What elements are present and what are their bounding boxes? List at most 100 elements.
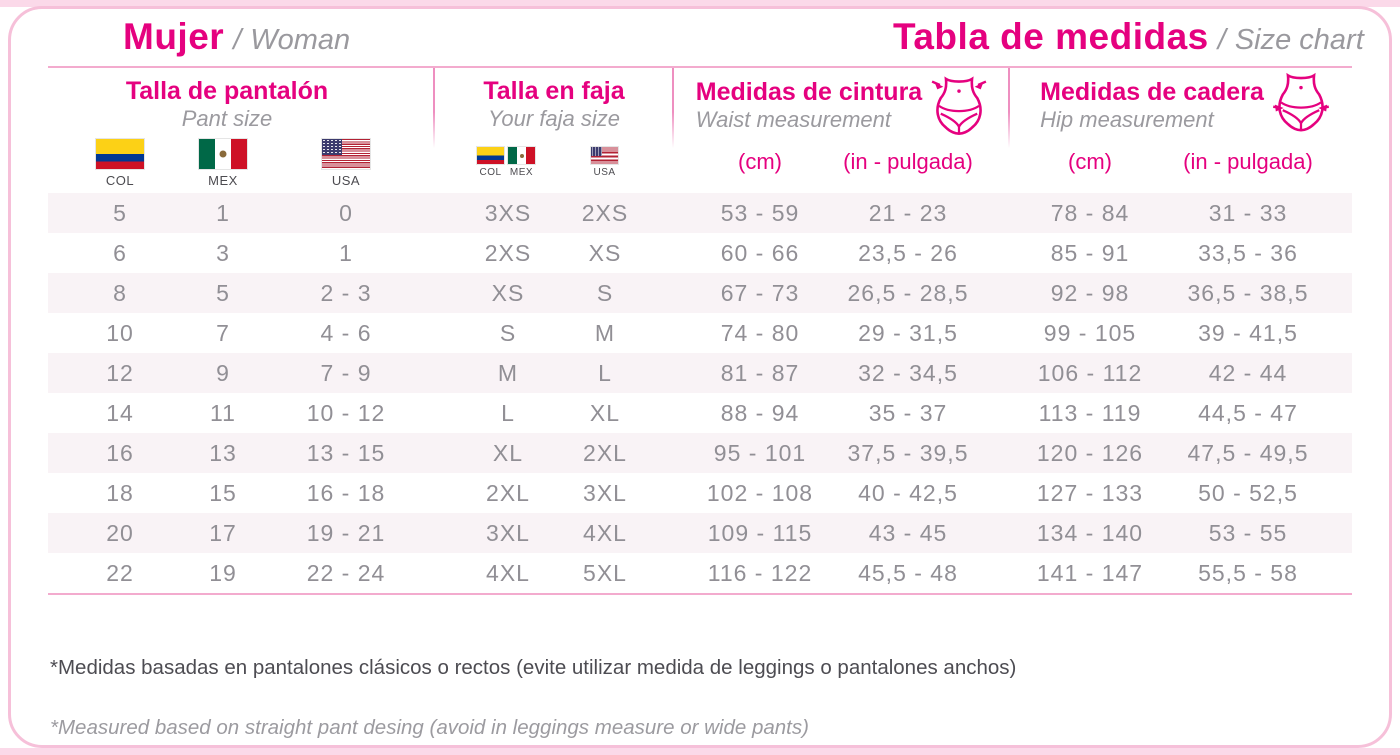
title-size-chart-separator: / xyxy=(1217,24,1226,56)
waist-title: Medidas de cintura xyxy=(695,78,923,106)
flag-label-mex: MEX xyxy=(208,173,238,188)
faja-size-subtitle: Your faja size xyxy=(487,106,621,131)
bottom-edge-band xyxy=(0,748,1400,755)
cell-faja-usa: 4XL xyxy=(583,520,627,546)
cell-faja-col-mex: XS xyxy=(491,280,525,306)
cell-pant-mex: 11 xyxy=(210,400,236,426)
footnote-en-measure: *Measured based on straight pant desing … xyxy=(50,716,809,740)
table-row: 20 17 19 - 21 3XL 4XL 109 - 115 43 - 45 134 - 1… xyxy=(0,513,1400,553)
cell-pant-mex: 17 xyxy=(209,520,237,546)
cell-waist-cm: 88 - 94 xyxy=(720,400,800,426)
cell-hip-cm: 120 - 126 xyxy=(1036,440,1144,466)
cell-pant-usa: 19 - 21 xyxy=(306,520,386,546)
cell-waist-in: 29 - 31,5 xyxy=(858,320,958,346)
title-size-chart-sub: Size chart xyxy=(1234,24,1364,56)
cell-pant-usa: 0 xyxy=(339,200,353,226)
section-header-pant-size: Talla de pantalón Pant size xyxy=(95,76,359,132)
divider-faja-waist xyxy=(672,68,674,148)
cell-hip-cm: 78 - 84 xyxy=(1050,200,1130,226)
top-edge-band xyxy=(0,0,1400,7)
header-rule xyxy=(48,66,1352,68)
cell-faja-usa: 2XL xyxy=(583,440,627,466)
cell-waist-cm: 67 - 73 xyxy=(720,280,800,306)
cell-pant-usa: 4 - 6 xyxy=(320,320,372,346)
table-row: 16 13 13 - 15 XL 2XL 95 - 101 37,5 - 39,5 120 -… xyxy=(0,433,1400,473)
cell-waist-cm: 74 - 80 xyxy=(720,320,800,346)
table-row: 18 15 16 - 18 2XL 3XL 102 - 108 40 - 42,5 127 -… xyxy=(0,473,1400,513)
faja-flag-label-usa: USA xyxy=(593,167,616,178)
cell-hip-cm: 92 - 98 xyxy=(1050,280,1130,306)
table-row: 22 19 22 - 24 4XL 5XL 116 - 122 45,5 - 48 141 -… xyxy=(0,553,1400,593)
cell-pant-usa: 16 - 18 xyxy=(306,480,386,506)
table-row: 6 3 1 2XS XS 60 - 66 23,5 - 26 85 - 91 33,5 - 36 xyxy=(0,233,1400,273)
pant-size-subtitle: Pant size xyxy=(181,106,273,131)
waist-subtitle: Waist measurement xyxy=(695,107,891,132)
cell-pant-mex: 19 xyxy=(209,560,237,586)
table-row: 5 1 0 3XS 2XS 53 - 59 21 - 23 78 - 84 31 - 33 xyxy=(0,193,1400,233)
cell-hip-in: 47,5 - 49,5 xyxy=(1187,440,1309,466)
flag-label-usa: USA xyxy=(331,173,361,188)
cell-hip-cm: 127 - 133 xyxy=(1036,480,1144,506)
cell-waist-cm: 102 - 108 xyxy=(706,480,814,506)
cell-hip-cm: 141 - 147 xyxy=(1036,560,1144,586)
cell-faja-col-mex: 3XL xyxy=(486,520,530,546)
cell-hip-cm: 99 - 105 xyxy=(1043,320,1137,346)
cell-pant-mex: 7 xyxy=(216,320,230,346)
cell-faja-usa: XL xyxy=(589,400,621,426)
cell-pant-usa: 2 - 3 xyxy=(320,280,372,306)
cell-hip-in: 36,5 - 38,5 xyxy=(1187,280,1309,306)
cell-waist-cm: 116 - 122 xyxy=(707,560,813,586)
cell-pant-col: 14 xyxy=(106,400,134,426)
cell-hip-in: 42 - 44 xyxy=(1208,360,1288,386)
cell-hip-cm: 113 - 119 xyxy=(1038,400,1142,426)
cell-hip-cm: 134 - 140 xyxy=(1036,520,1144,546)
cell-waist-in: 23,5 - 26 xyxy=(858,240,958,266)
table-row: 10 7 4 - 6 S M 74 - 80 29 - 31,5 99 - 105 39 - 4… xyxy=(0,313,1400,353)
cell-pant-mex: 1 xyxy=(216,200,230,226)
usa-flag-icon xyxy=(322,139,370,169)
colombia-flag-icon xyxy=(96,139,144,169)
mexico-flag-icon xyxy=(199,139,247,169)
waist-unit-cm: (cm) xyxy=(738,149,782,174)
title-size-chart-main: Tabla de medidas xyxy=(893,16,1209,57)
cell-faja-col-mex: 2XS xyxy=(484,240,532,266)
flag-block-mex: MEX xyxy=(199,139,247,188)
cell-faja-usa: 5XL xyxy=(583,560,627,586)
faja-size-title: Talla en faja xyxy=(483,77,625,105)
cell-waist-in: 40 - 42,5 xyxy=(858,480,958,506)
cell-pant-col: 5 xyxy=(113,200,127,226)
cell-pant-col: 18 xyxy=(106,480,134,506)
cell-hip-in: 39 - 41,5 xyxy=(1198,320,1298,346)
usa-flag-icon xyxy=(591,147,618,164)
cell-pant-col: 22 xyxy=(106,560,134,586)
divider-waist-hip xyxy=(1008,68,1010,148)
cell-pant-mex: 15 xyxy=(209,480,237,506)
waist-unit-in: (in - pulgada) xyxy=(843,149,973,174)
cell-faja-usa: 2XS xyxy=(581,200,629,226)
cell-hip-cm: 85 - 91 xyxy=(1050,240,1130,266)
cell-pant-usa: 7 - 9 xyxy=(320,360,372,386)
cell-pant-col: 20 xyxy=(106,520,134,546)
cell-waist-in: 32 - 34,5 xyxy=(858,360,958,386)
divider-pant-faja xyxy=(433,68,435,148)
cell-waist-in: 26,5 - 28,5 xyxy=(847,280,969,306)
cell-waist-cm: 60 - 66 xyxy=(720,240,800,266)
cell-hip-in: 33,5 - 36 xyxy=(1198,240,1298,266)
section-header-waist: Medidas de cintura Waist measurement xyxy=(694,72,990,138)
cell-faja-col-mex: XL xyxy=(492,440,524,466)
cell-faja-col-mex: M xyxy=(497,360,519,386)
size-table: 5 1 0 3XS 2XS 53 - 59 21 - 23 78 - 84 31 - 33 6 3 1… xyxy=(0,193,1400,593)
section-header-faja-size: Talla en faja Your faja size xyxy=(435,76,673,132)
pant-size-title: Talla de pantalón xyxy=(125,77,329,105)
cell-pant-usa: 10 - 12 xyxy=(306,400,386,426)
title-mujer-main: Mujer xyxy=(123,16,225,57)
section-header-hip: Medidas de cadera Hip measurement xyxy=(1018,72,1352,138)
footnotes: *Medidas basadas en pantalones clásicos … xyxy=(50,620,1208,755)
title-mujer: Mujer / Woman xyxy=(123,16,350,58)
hip-unit-in: (in - pulgada) xyxy=(1183,149,1313,174)
cell-pant-mex: 9 xyxy=(216,360,230,386)
cell-waist-cm: 81 - 87 xyxy=(720,360,800,386)
faja-flag-label-col: COL xyxy=(479,167,502,178)
cell-pant-mex: 5 xyxy=(216,280,230,306)
